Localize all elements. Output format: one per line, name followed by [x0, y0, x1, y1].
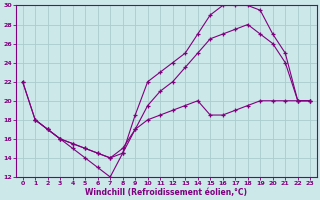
X-axis label: Windchill (Refroidissement éolien,°C): Windchill (Refroidissement éolien,°C): [85, 188, 247, 197]
